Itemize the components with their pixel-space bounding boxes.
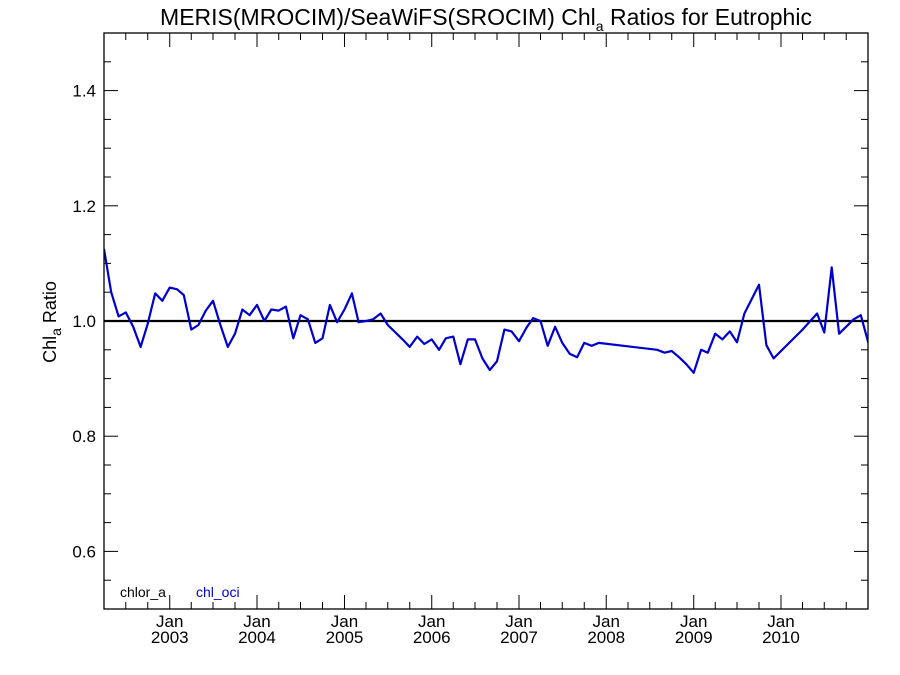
legend-item-chl-oci: chl_oci — [196, 584, 240, 600]
x-tick-label-month: Jan — [418, 612, 445, 631]
x-tick-label-year: 2003 — [151, 628, 189, 647]
chart-title-suffix: Ratios for Eutrophic — [604, 4, 812, 30]
y-tick-label: 0.6 — [72, 542, 96, 561]
x-tick-label-month: Jan — [156, 612, 183, 631]
y-tick-label: 1.2 — [72, 197, 96, 216]
x-tick-label-month: Jan — [593, 612, 620, 631]
chart-title: MERIS(MROCIM)/SeaWiFS(SROCIM) Chla Ratio… — [160, 4, 812, 34]
x-tick-label-year: 2007 — [500, 628, 538, 647]
y-axis-label-suffix: Ratio — [40, 281, 60, 328]
tick-labels: 0.60.81.01.21.4Jan2003Jan2004Jan2005Jan2… — [72, 82, 800, 647]
x-tick-label-year: 2006 — [413, 628, 451, 647]
x-tick-label-year: 2009 — [675, 628, 713, 647]
y-tick-label: 1.4 — [72, 82, 96, 101]
x-tick-label-month: Jan — [243, 612, 270, 631]
x-tick-label-month: Jan — [680, 612, 707, 631]
x-tick-label-month: Jan — [767, 612, 794, 631]
y-tick-label: 0.8 — [72, 427, 96, 446]
x-tick-label-month: Jan — [331, 612, 358, 631]
series-line-chl-oci — [104, 248, 868, 374]
legend-item-chlor-a: chlor_a — [120, 584, 166, 600]
legend: chlor_a chl_oci — [120, 584, 240, 600]
x-tick-label-year: 2004 — [238, 628, 276, 647]
chart-title-prefix: MERIS(MROCIM)/SeaWiFS(SROCIM) Chl — [160, 4, 596, 30]
chart-title-subscript: a — [596, 18, 604, 34]
x-tick-label-year: 2010 — [762, 628, 800, 647]
y-axis-label-subscript: a — [48, 328, 64, 336]
plot-frame — [103, 32, 869, 610]
x-tick-label-year: 2005 — [326, 628, 364, 647]
x-tick-label-month: Jan — [505, 612, 532, 631]
x-tick-label-year: 2008 — [587, 628, 625, 647]
y-axis-label: Chla Ratio — [40, 281, 64, 363]
y-axis-label-prefix: Chl — [40, 336, 60, 363]
y-tick-label: 1.0 — [72, 312, 96, 331]
series-layer — [104, 248, 868, 374]
